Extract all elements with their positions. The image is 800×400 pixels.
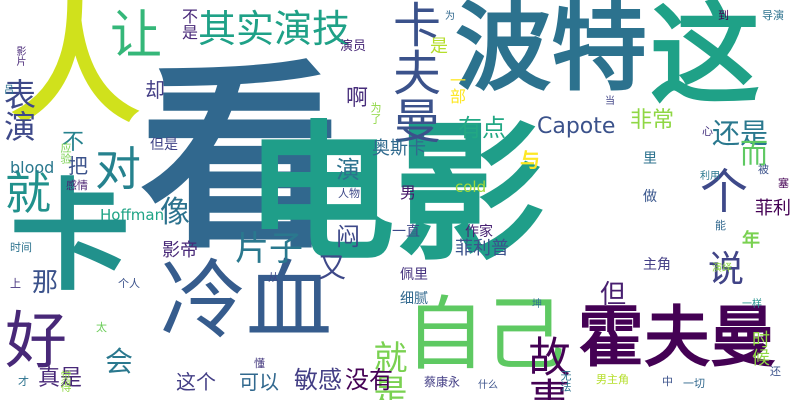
cloud-word: 霍夫曼: [578, 299, 776, 376]
cloud-word: 电影: [245, 108, 546, 282]
cloud-word: 是: [430, 36, 448, 57]
cloud-word: 主角: [643, 257, 671, 273]
cloud-word: 像: [160, 195, 190, 230]
cloud-word: 为了: [369, 102, 382, 124]
cloud-word: 奥斯卡: [372, 138, 426, 159]
cloud-word: 不是: [179, 8, 198, 40]
cloud-word: 把: [68, 154, 88, 178]
cloud-word: 影片: [14, 46, 25, 66]
cloud-word: 非常: [630, 108, 675, 133]
cloud-word: 菲利普: [455, 238, 509, 259]
cloud-word: 男主角: [596, 373, 629, 386]
cloud-word: 这: [650, 0, 760, 119]
cloud-word: 太: [96, 321, 107, 334]
cloud-word: 当: [605, 96, 615, 107]
cloud-word: 表演: [0, 78, 37, 142]
cloud-word: 对: [95, 142, 141, 196]
cloud-word: 被: [758, 163, 769, 176]
cloud-word: 导演: [762, 9, 784, 22]
cloud-word: 可以: [239, 370, 279, 394]
cloud-word: 菲利: [755, 198, 791, 219]
cloud-word: 人: [10, 0, 141, 141]
cloud-word: 演绎: [712, 263, 732, 274]
cloud-word: 波特: [455, 0, 647, 104]
cloud-word: 懂: [254, 357, 265, 370]
cloud-word: 那: [32, 268, 59, 298]
cloud-word: 个人: [118, 277, 140, 290]
cloud-word: cold: [455, 178, 487, 196]
cloud-word: 会: [105, 345, 134, 378]
cloud-word: 时候: [749, 330, 770, 366]
cloud-word: 与: [520, 148, 540, 172]
cloud-word: 一样: [742, 299, 762, 310]
cloud-word: Capote: [537, 114, 616, 139]
cloud-word: 到: [718, 9, 729, 22]
cloud-word: 中: [662, 375, 673, 388]
cloud-word: 这个: [176, 370, 216, 394]
cloud-word: 演员: [340, 39, 367, 54]
cloud-word: 片子: [235, 229, 303, 269]
cloud-word: 人物: [338, 187, 360, 200]
cloud-word: 但: [600, 280, 627, 310]
cloud-word: 做: [643, 189, 657, 205]
cloud-word: 但是: [150, 137, 178, 153]
cloud-word: 吕: [4, 85, 14, 96]
cloud-word: 卡夫曼: [384, 0, 440, 144]
cloud-word: 个: [700, 164, 749, 220]
cloud-word: 卡: [10, 168, 130, 307]
cloud-word: 一直: [392, 224, 420, 240]
cloud-word: 时间: [10, 241, 32, 254]
cloud-word: 细腻: [400, 291, 428, 307]
cloud-word: Hoffman: [100, 206, 165, 224]
cloud-word: 一切: [683, 377, 705, 390]
cloud-word: 还: [770, 365, 781, 378]
cloud-word: 敏感: [294, 366, 342, 394]
cloud-word: 影帝: [162, 240, 198, 261]
cloud-word: 好: [5, 304, 68, 377]
cloud-word: 一部: [447, 72, 466, 104]
cloud-word: 无法: [559, 370, 572, 392]
cloud-word: 觉得: [59, 370, 72, 392]
cloud-word: 其实演技: [198, 7, 351, 51]
cloud-word: 闷: [336, 223, 360, 251]
cloud-word: 不: [62, 130, 85, 155]
cloud-word: 才: [18, 375, 29, 388]
cloud-word: 没有: [345, 366, 393, 394]
cloud-word: 坤: [532, 299, 542, 310]
cloud-word: 又: [318, 251, 347, 284]
cloud-word: 利用: [700, 171, 720, 182]
cloud-word: 年: [742, 230, 760, 251]
cloud-word: 为: [445, 11, 455, 22]
cloud-word: 从: [268, 271, 279, 284]
cloud-word: 心: [702, 125, 713, 138]
cloud-word: 能: [715, 219, 726, 232]
cloud-word: 冷血: [160, 251, 332, 351]
cloud-word: 还是: [712, 117, 769, 150]
cloud-word: 塞: [778, 177, 789, 190]
cloud-word: 故事: [522, 335, 571, 400]
cloud-word: 蔡康永: [424, 375, 461, 389]
cloud-word: 感情: [66, 179, 88, 192]
cloud-word: 说: [708, 249, 745, 290]
cloud-word: 自己: [405, 288, 565, 381]
cloud-word: 男: [400, 183, 417, 202]
cloud-word: 啊: [346, 86, 369, 111]
cloud-word: 作家: [465, 224, 493, 240]
cloud-word: 有点: [458, 114, 506, 142]
cloud-word: 让: [110, 6, 163, 66]
cloud-word: 就是: [367, 340, 407, 400]
cloud-word: 应验: [59, 142, 72, 164]
cloud-word: blood: [10, 158, 55, 177]
cloud-word: 演: [336, 156, 360, 184]
cloud-word: 而: [740, 137, 769, 170]
cloud-word: 什么: [478, 380, 498, 391]
cloud-word: 真是: [38, 366, 83, 391]
cloud-word: 却: [145, 78, 165, 102]
cloud-word: 就: [5, 166, 51, 220]
cloud-word: 里: [643, 151, 657, 167]
cloud-word: 看: [140, 43, 341, 276]
cloud-word: 上: [10, 277, 21, 290]
cloud-word: 佩里: [400, 267, 428, 283]
